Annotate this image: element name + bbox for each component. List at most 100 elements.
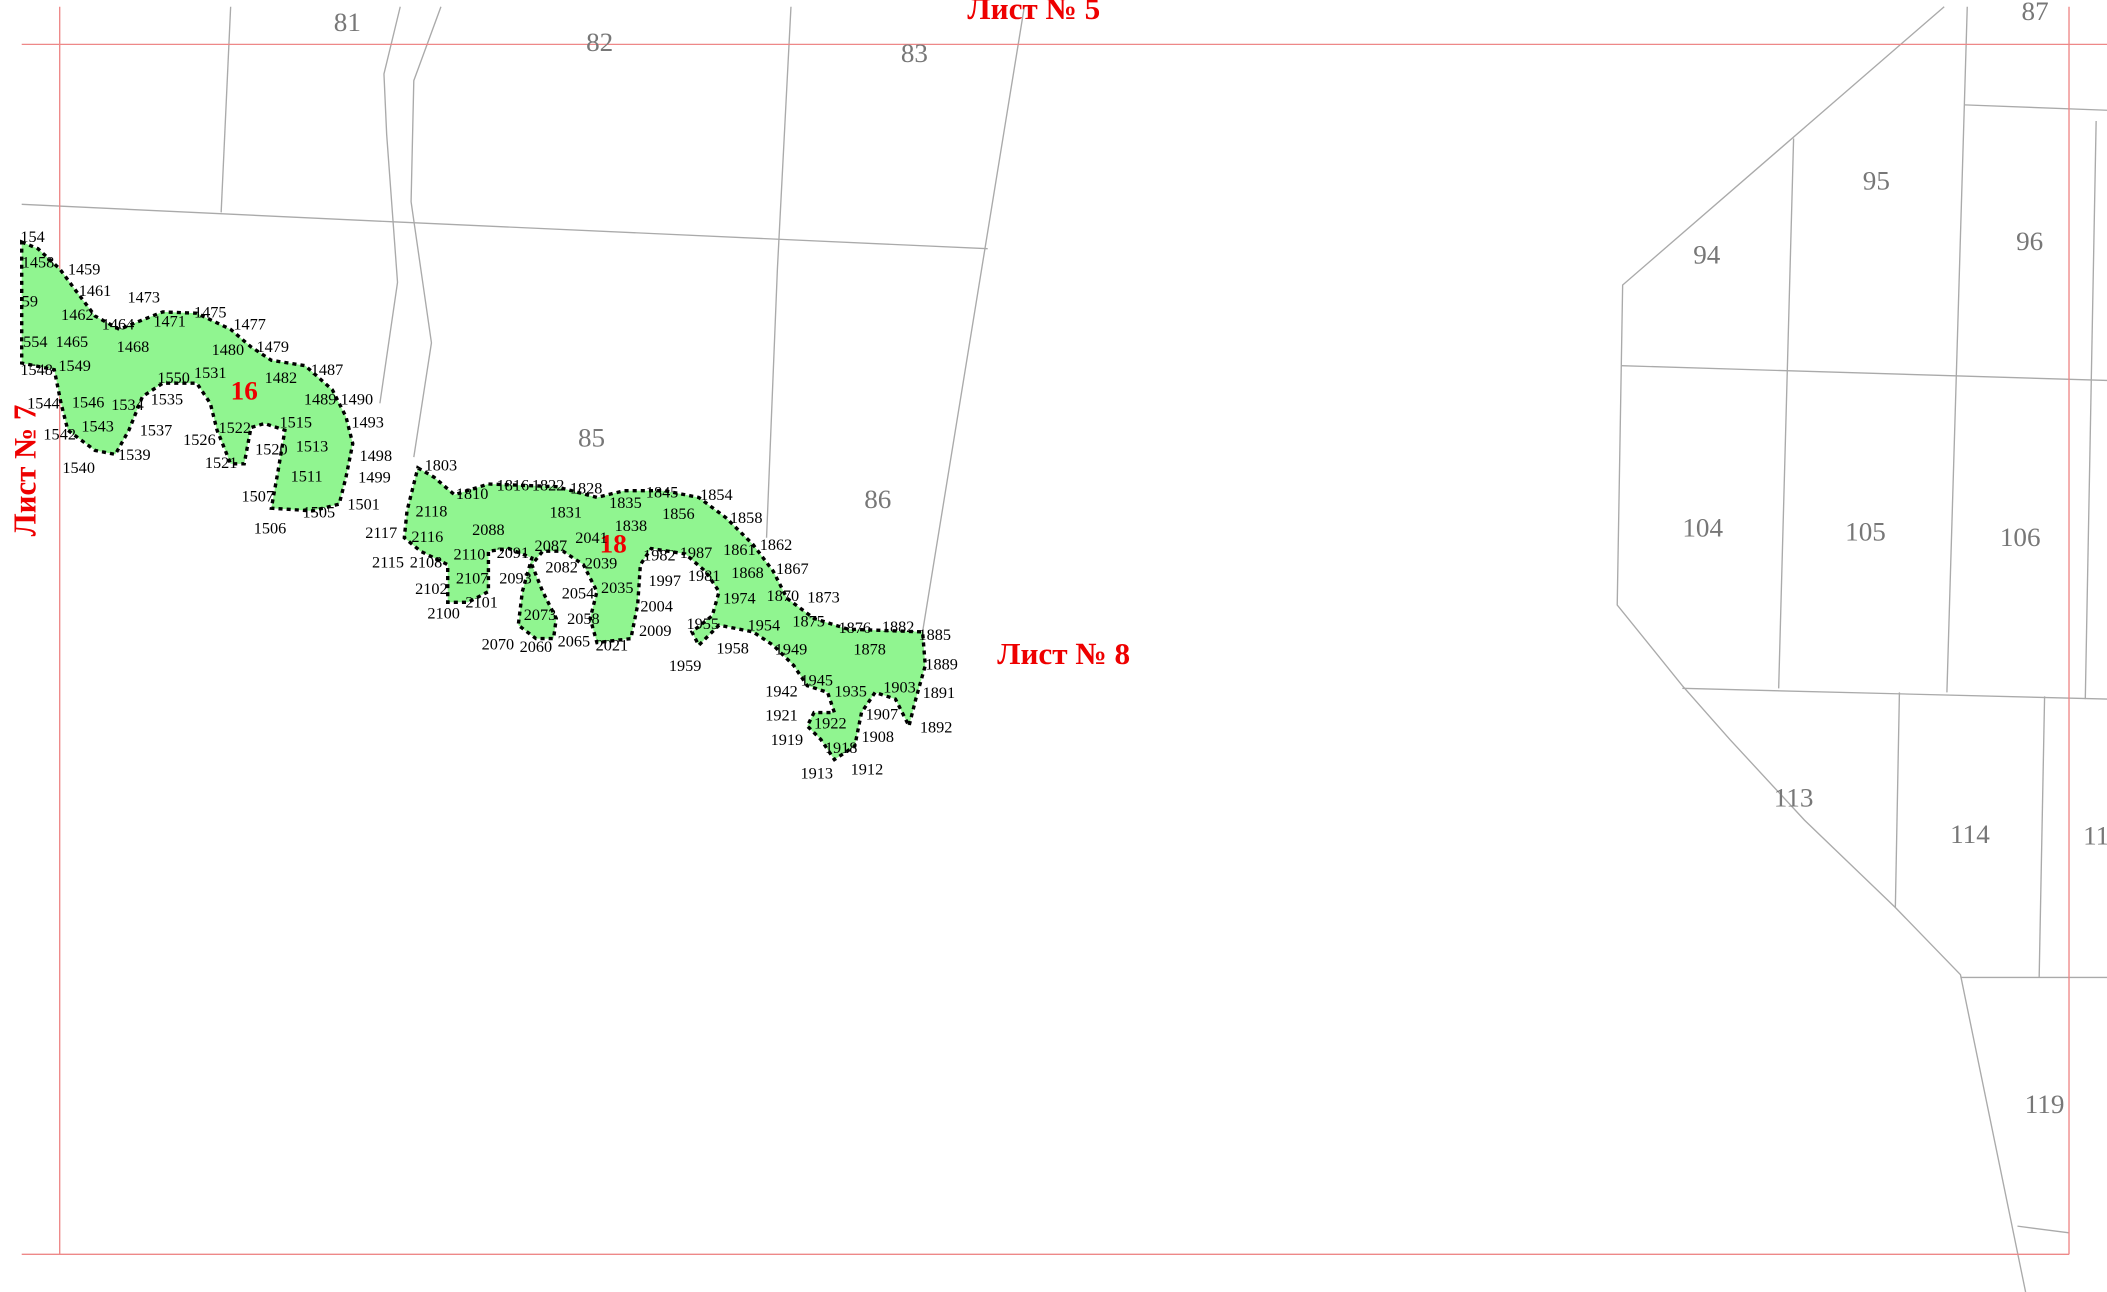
point-number: 2110: [453, 545, 485, 563]
point-number: 2021: [596, 637, 629, 655]
point-number: 1477: [233, 315, 266, 333]
point-number: 1534: [111, 396, 144, 414]
point-number: 1873: [807, 588, 840, 606]
parcel-number: 11: [2083, 820, 2107, 850]
point-number: 2102: [415, 580, 448, 598]
point-number: 554: [23, 333, 47, 351]
point-number: 1942: [765, 682, 798, 700]
point-number: 2117: [365, 524, 397, 542]
point-number: 2091: [497, 544, 530, 562]
point-number: 1810: [456, 485, 489, 503]
parcel-number: 81: [334, 7, 361, 37]
point-number: 1831: [549, 504, 582, 522]
parcel-number: 106: [2000, 522, 2041, 552]
point-number: 1548: [20, 361, 53, 379]
point-number: 1505: [303, 504, 336, 522]
parcel-number: 87: [2022, 0, 2049, 26]
zone-number: 16: [231, 375, 258, 405]
point-number: 1949: [775, 641, 808, 659]
point-number: 1473: [128, 289, 161, 307]
parcel-number: 119: [2025, 1089, 2065, 1119]
point-number: 1462: [61, 306, 94, 324]
point-number: 1526: [183, 431, 216, 449]
point-number: 2041: [575, 529, 608, 547]
zone-number: 18: [600, 529, 627, 559]
parcel-number: 85: [578, 422, 605, 452]
point-number: 2082: [545, 559, 578, 577]
point-number: 2073: [524, 606, 557, 624]
point-number: 1918: [825, 739, 858, 757]
point-number: 2070: [482, 635, 515, 653]
point-number: 2058: [567, 610, 600, 628]
parcel-number: 95: [1863, 166, 1890, 196]
parcel-number: 96: [2016, 226, 2043, 256]
sheet-label: Лист № 5: [967, 0, 1100, 26]
point-number: 1862: [760, 536, 793, 554]
point-number: 1875: [792, 613, 825, 631]
point-number: 2054: [562, 584, 595, 602]
point-number: 1816: [497, 477, 530, 495]
point-number: 1513: [296, 438, 329, 456]
parcel-number: 114: [1950, 819, 1990, 849]
parcel-number: 86: [864, 484, 891, 514]
point-number: 1845: [646, 484, 679, 502]
zone-16: [20, 239, 355, 513]
point-number: 1997: [649, 572, 682, 590]
point-number: 2087: [535, 537, 568, 555]
point-number: 1882: [882, 618, 915, 636]
point-number: 1465: [56, 333, 89, 351]
point-number: 1458: [22, 254, 55, 272]
sheet-frame: [21, 6, 2107, 1256]
point-number: 1546: [72, 393, 105, 411]
point-number: 1912: [851, 760, 884, 778]
parcel-number: 113: [1774, 783, 1814, 813]
sheet-label: Лист № 7: [7, 405, 42, 537]
point-number: 1892: [920, 719, 953, 737]
point-number: 1475: [194, 303, 227, 321]
point-number: 1515: [280, 414, 313, 432]
point-number: 2118: [415, 502, 447, 520]
point-number: 1922: [814, 715, 847, 733]
point-number: 1945: [800, 672, 833, 690]
point-number: 1479: [256, 338, 289, 356]
point-number: 1835: [609, 494, 642, 512]
point-number: 1459: [68, 260, 101, 278]
point-number: 2093: [499, 570, 532, 588]
point-number: 1550: [157, 369, 190, 387]
point-number: 1489: [304, 391, 337, 409]
point-number: 1935: [834, 682, 867, 700]
point-number: 1885: [919, 626, 952, 644]
point-number: 1958: [716, 639, 749, 657]
point-number: 1499: [358, 469, 391, 487]
point-number: 1482: [265, 369, 298, 387]
point-number: 1507: [242, 488, 275, 506]
point-number: 2065: [558, 633, 591, 651]
point-number: 1921: [765, 707, 798, 725]
parcel-number: 94: [1693, 240, 1721, 270]
point-number: 1959: [669, 657, 702, 675]
point-number: 2115: [372, 553, 404, 571]
point-number: 1511: [291, 467, 323, 485]
point-number: 2100: [427, 605, 460, 623]
point-number: 1464: [102, 315, 135, 333]
point-number: 1549: [58, 357, 91, 375]
point-number: 1981: [688, 567, 721, 585]
point-number: 2107: [456, 570, 489, 588]
point-number: 1987: [680, 544, 713, 562]
point-number: 1891: [923, 684, 956, 702]
parcel-boundaries: [21, 6, 2107, 1292]
point-number: 1544: [27, 395, 60, 413]
point-number: 1522: [218, 419, 251, 437]
point-number: 1876: [838, 619, 871, 637]
point-number: 1854: [700, 486, 733, 504]
point-number: 1838: [615, 517, 648, 535]
point-number: 2088: [472, 521, 505, 539]
point-number: 1493: [351, 414, 384, 432]
point-number: 1828: [570, 479, 603, 497]
point-number: 1858: [730, 509, 763, 527]
point-number: 1506: [254, 520, 287, 538]
point-number: 1919: [771, 731, 804, 749]
point-number: 1539: [118, 446, 151, 464]
point-number: 1543: [81, 418, 114, 436]
